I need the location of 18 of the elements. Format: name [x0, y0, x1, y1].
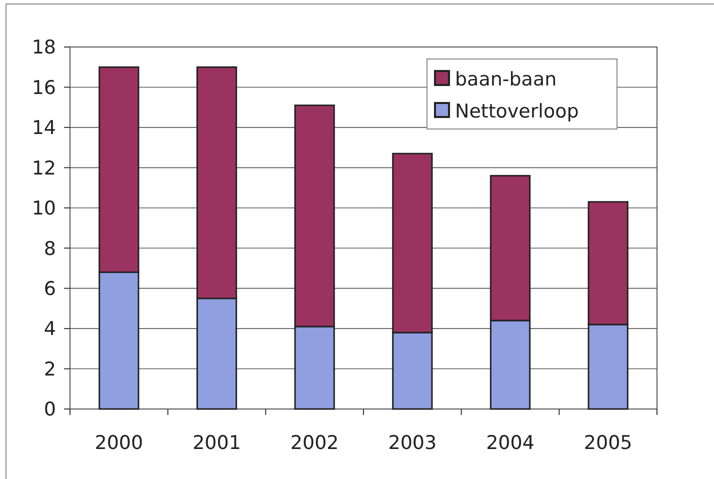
x-tick-label: 2004	[486, 432, 534, 454]
x-tick-label: 2005	[584, 432, 632, 454]
x-tick-label: 2003	[388, 432, 437, 454]
y-tick-label: 14	[32, 117, 56, 140]
y-tick-label: 4	[44, 318, 56, 340]
y-tick-label: 2	[44, 358, 56, 380]
legend-label: Nettoverloop	[455, 100, 579, 123]
legend-label: baan-baan	[455, 68, 557, 91]
y-tick-label: 0	[44, 398, 56, 421]
y-tick-label: 18	[32, 36, 56, 59]
y-tick-label: 12	[32, 157, 56, 180]
x-tick-label: 2000	[94, 432, 144, 454]
y-tick-label: 6	[44, 278, 56, 300]
y-tick-label: 16	[32, 76, 56, 99]
x-tick-label: 2001	[192, 432, 241, 454]
x-tick-label: 2002	[290, 432, 339, 454]
y-tick-label: 8	[44, 238, 56, 260]
y-tick-label: 10	[32, 198, 56, 220]
